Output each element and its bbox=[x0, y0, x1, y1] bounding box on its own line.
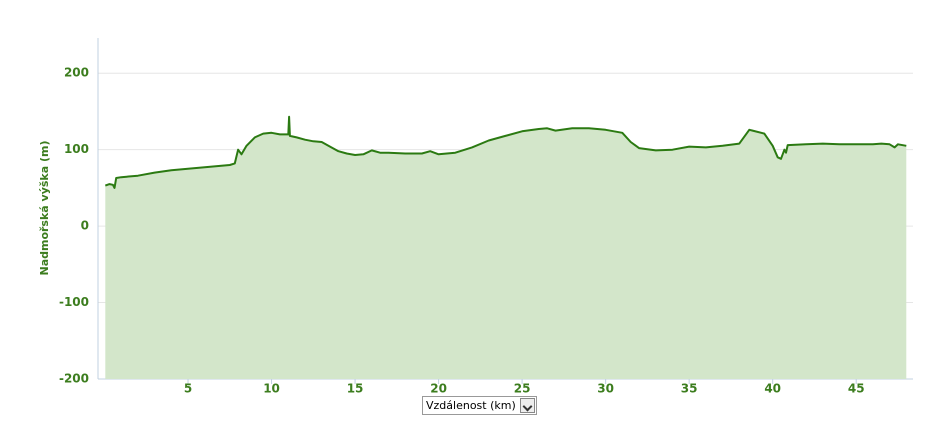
x-tick-label: 40 bbox=[764, 382, 781, 396]
x-tick-label: 35 bbox=[681, 382, 698, 396]
x-tick-label: 25 bbox=[514, 382, 531, 396]
y-tick-label: 0 bbox=[81, 219, 89, 233]
elevation-line bbox=[104, 115, 907, 189]
x-tick-label: 10 bbox=[263, 382, 280, 396]
dropdown-arrow[interactable] bbox=[519, 398, 535, 413]
x-tick-label: 30 bbox=[597, 382, 614, 396]
y-tick-label: -200 bbox=[59, 372, 89, 386]
x-axis-selector[interactable]: Vzdálenost (km) bbox=[422, 396, 537, 415]
x-tick-label: 5 bbox=[184, 382, 192, 396]
x-tick-label: 15 bbox=[347, 382, 364, 396]
y-axis-title: Nadmořská výška (m) bbox=[38, 140, 51, 275]
x-tick-label: 20 bbox=[430, 382, 447, 396]
area-fill bbox=[105, 116, 907, 380]
x-tick-label: 45 bbox=[848, 382, 865, 396]
y-tick-label: 200 bbox=[64, 66, 89, 80]
y-tick-label: -100 bbox=[59, 295, 89, 309]
selector-label: Vzdálenost (km) bbox=[426, 399, 516, 412]
y-tick-label: 100 bbox=[64, 142, 89, 156]
